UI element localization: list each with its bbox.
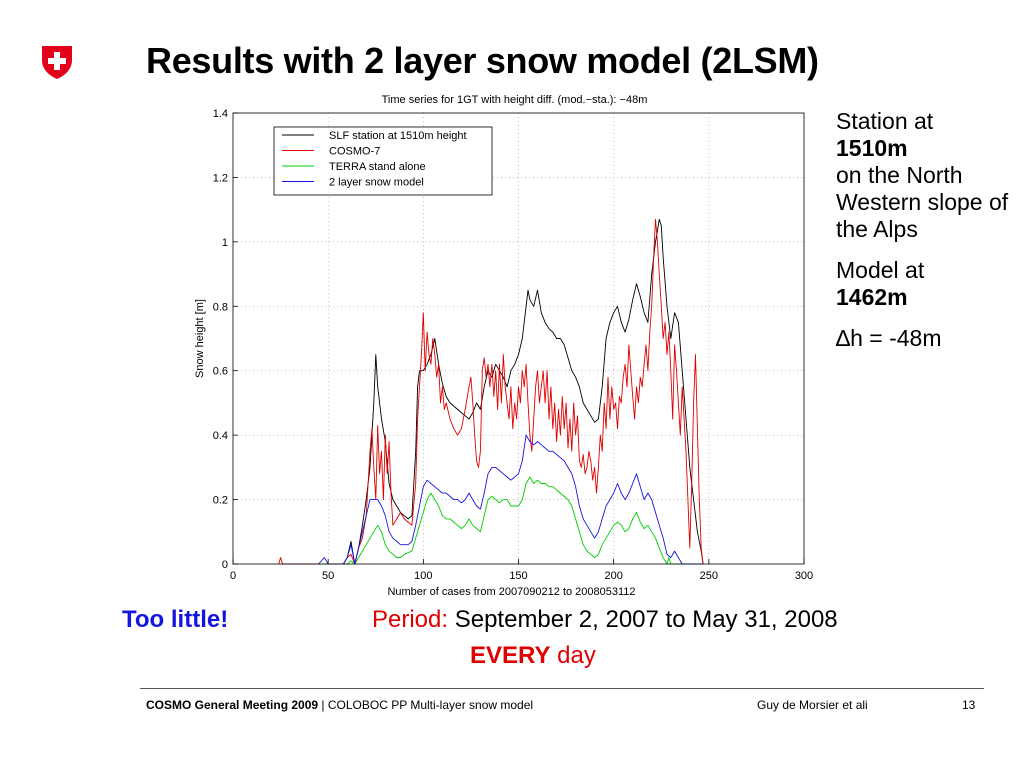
height-difference-note: ∆h = -48m <box>836 325 1016 352</box>
y-tick-label: 0.8 <box>213 301 228 313</box>
y-tick-label: 0.6 <box>213 366 228 378</box>
station-info: Station at 1510m on the North Western sl… <box>836 108 1016 366</box>
series-line-2 <box>318 476 704 565</box>
footer-meeting: COSMO General Meeting 2009 | COLOBOC PP … <box>146 698 533 712</box>
delta-symbol: ∆ <box>836 325 851 351</box>
legend-label: SLF station at 1510m height <box>329 130 467 142</box>
x-axis-label: Number of cases from 2007090212 to 20080… <box>387 586 635 598</box>
slide-title: Results with 2 layer snow model (2LSM) <box>146 40 819 81</box>
footer-author: Guy de Morsier et ali <box>757 698 868 712</box>
period-value: September 2, 2007 to May 31, 2008 <box>454 606 838 633</box>
page-number: 13 <box>962 698 976 712</box>
chart-title: Time series for 1GT with height diff. (m… <box>382 94 648 106</box>
x-tick-label: 0 <box>230 570 236 582</box>
legend-label: 2 layer snow model <box>329 177 424 189</box>
x-tick-label: 100 <box>414 570 432 582</box>
series-line-3 <box>318 434 704 565</box>
too-little-label: Too little! <box>122 606 229 633</box>
snow-height-line-chart: 0 50 100 150 200 250 300 0 0.2 0.4 0.6 0.8 1 1.2 1.4 Ti… <box>194 94 813 598</box>
period-label: Period: <box>372 606 449 633</box>
y-axis-label: Snow height [m] <box>194 299 206 378</box>
project-name: COLOBOC PP Multi-layer snow model <box>327 698 534 712</box>
y-tick-label: 1.4 <box>213 108 228 120</box>
series-line-0 <box>318 218 704 565</box>
y-tick-label: 1 <box>222 237 228 249</box>
x-tick-label: 150 <box>509 570 527 582</box>
x-tick-label: 250 <box>700 570 718 582</box>
y-tick-label: 0 <box>222 559 228 571</box>
swiss-cross-shield-icon <box>40 44 74 80</box>
y-tick-label: 0.4 <box>213 430 228 442</box>
y-tick-label: 1.2 <box>213 172 228 184</box>
station-location: on the North Western slope of the Alps <box>836 162 1009 242</box>
period-line: Period: September 2, 2007 to May 31, 200… <box>372 606 838 634</box>
x-tick-label: 300 <box>795 570 813 582</box>
x-tick-label: 50 <box>322 570 334 582</box>
height-difference: h = -48m <box>850 325 942 351</box>
every-label: EVERY <box>470 642 551 669</box>
model-note: Model at 1462m <box>836 257 1016 311</box>
footer-separator: | <box>321 698 325 712</box>
day-label: day <box>557 642 596 669</box>
chart-legend <box>273 126 493 196</box>
model-height: 1462m <box>836 284 908 310</box>
frequency-line: EVERY day <box>470 642 596 670</box>
series-line-1 <box>278 218 704 565</box>
station-height: 1510m <box>836 135 908 161</box>
footer-divider <box>140 688 984 689</box>
meeting-name: COSMO General Meeting 2009 <box>146 698 319 712</box>
station-prefix: Station at <box>836 108 934 134</box>
legend-label: TERRA stand alone <box>329 161 426 173</box>
legend-label: COSMO-7 <box>329 146 380 158</box>
model-prefix: Model at <box>836 257 925 283</box>
x-tick-label: 200 <box>604 570 622 582</box>
y-tick-label: 0.2 <box>213 495 228 507</box>
station-note: Station at 1510m on the North Western sl… <box>836 108 1016 243</box>
